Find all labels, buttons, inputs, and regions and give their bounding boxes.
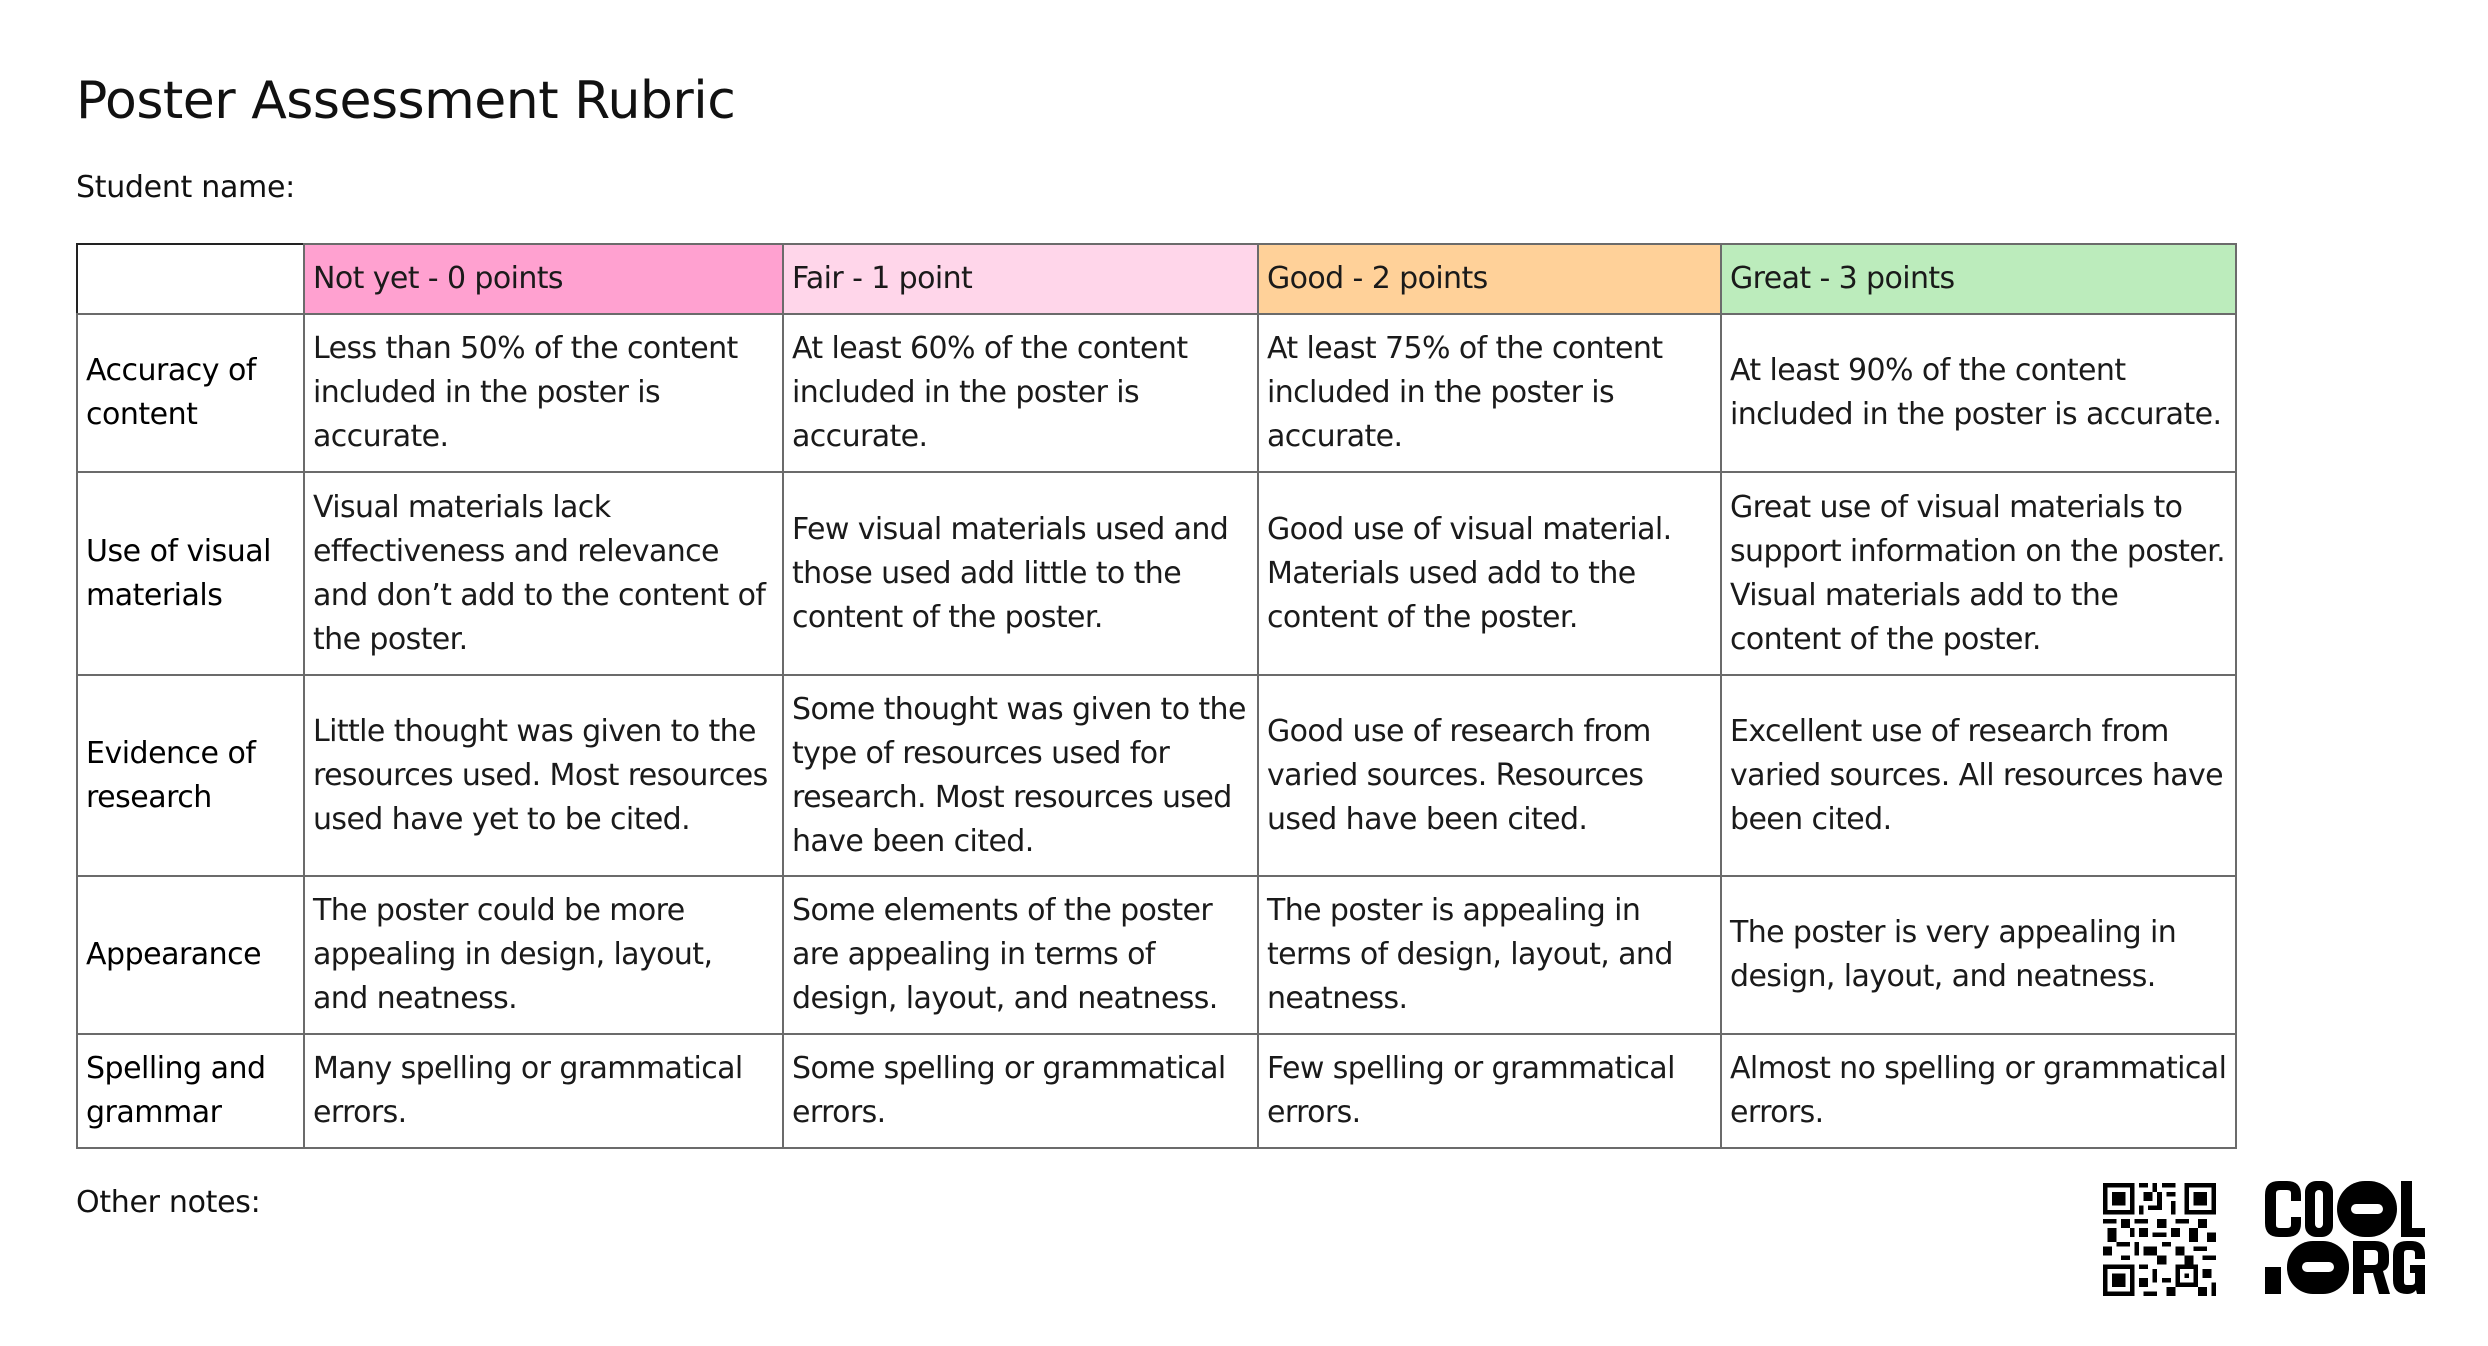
rubric-cell-great: Excellent use of research from varied so… (1720, 674, 2237, 877)
qr-code-icon (2103, 1183, 2216, 1296)
criterion-label: Evidence of research (76, 674, 305, 877)
student-name-label: Student name: (76, 170, 295, 205)
level-header-great: Great - 3 points (1720, 243, 2237, 315)
rubric-cell-fair: Some elements of the poster are appealin… (782, 875, 1259, 1035)
rubric-cell-not-yet: The poster could be more appealing in de… (303, 875, 784, 1035)
criterion-label: Accuracy of content (76, 313, 305, 473)
rubric-corner-cell (76, 243, 305, 315)
rubric-cell-fair: At least 60% of the content included in … (782, 313, 1259, 473)
rubric-cell-good: Few spelling or grammatical errors. (1257, 1033, 1722, 1149)
rubric-cell-good: The poster is appealing in terms of desi… (1257, 875, 1722, 1035)
rubric-cell-fair: Some thought was given to the type of re… (782, 674, 1259, 877)
criterion-label: Spelling and grammar (76, 1033, 305, 1149)
rubric-row: Evidence of research Little thought was g… (76, 674, 2237, 877)
rubric-header-row: Not yet - 0 points Fair - 1 point Good -… (76, 243, 2237, 315)
rubric-cell-great: The poster is very appealing in design, … (1720, 875, 2237, 1035)
rubric-cell-fair: Few visual materials used and those used… (782, 471, 1259, 676)
cool-org-logo (2265, 1181, 2425, 1294)
rubric-cell-great: Almost no spelling or grammatical errors… (1720, 1033, 2237, 1149)
criterion-label: Use of visual materials (76, 471, 305, 676)
rubric-cell-not-yet: Many spelling or grammatical errors. (303, 1033, 784, 1149)
rubric-cell-great: At least 90% of the content included in … (1720, 313, 2237, 473)
page-title: Poster Assessment Rubric (76, 71, 736, 131)
rubric-cell-not-yet: Little thought was given to the resource… (303, 674, 784, 877)
rubric-row: Appearance The poster could be more appea… (76, 875, 2237, 1035)
rubric-cell-good: Good use of visual material. Materials u… (1257, 471, 1722, 676)
rubric-cell-not-yet: Less than 50% of the content included in… (303, 313, 784, 473)
rubric-row: Use of visual materials Visual materials … (76, 471, 2237, 676)
other-notes-label: Other notes: (76, 1185, 261, 1220)
rubric-row: Spelling and grammar Many spelling or gra… (76, 1033, 2237, 1149)
rubric-cell-great: Great use of visual materials to support… (1720, 471, 2237, 676)
level-header-fair: Fair - 1 point (782, 243, 1259, 315)
rubric-cell-good: At least 75% of the content included in … (1257, 313, 1722, 473)
rubric-cell-fair: Some spelling or grammatical errors. (782, 1033, 1259, 1149)
rubric-row: Accuracy of content Less than 50% of the … (76, 313, 2237, 473)
rubric-cell-good: Good use of research from varied sources… (1257, 674, 1722, 877)
level-header-not-yet: Not yet - 0 points (303, 243, 784, 315)
criterion-label: Appearance (76, 875, 305, 1035)
rubric-table: Not yet - 0 points Fair - 1 point Good -… (76, 243, 2237, 1149)
level-header-good: Good - 2 points (1257, 243, 1722, 315)
rubric-cell-not-yet: Visual materials lack effectiveness and … (303, 471, 784, 676)
